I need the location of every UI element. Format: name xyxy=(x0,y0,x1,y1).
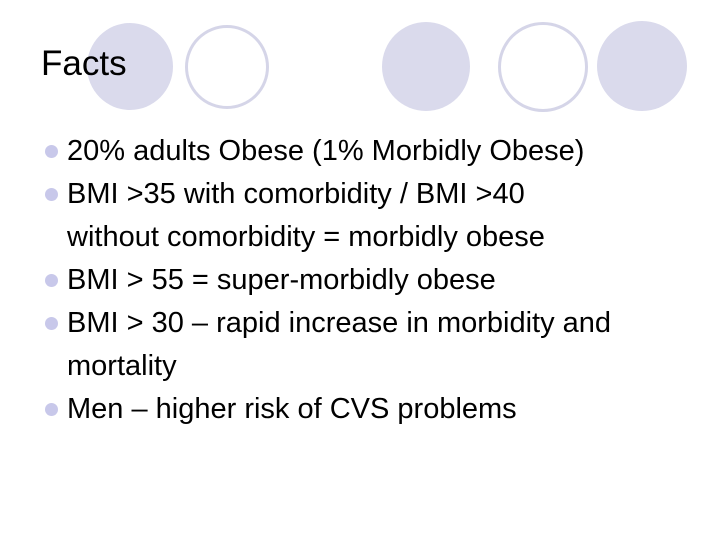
bullet-item: BMI > 30 – rapid increase in morbidity a… xyxy=(45,302,669,388)
bullet-icon xyxy=(45,317,58,330)
bullet-icon xyxy=(45,145,58,158)
decorative-circle-filled xyxy=(382,22,470,111)
bullet-list: 20% adults Obese (1% Morbidly Obese) BMI… xyxy=(45,130,669,431)
bullet-item: 20% adults Obese (1% Morbidly Obese) xyxy=(45,130,669,173)
decorative-circle-filled xyxy=(87,23,173,110)
bullet-text: Men – higher risk of CVS problems xyxy=(67,393,517,425)
bullet-icon xyxy=(45,188,58,201)
decorative-circle-outlined xyxy=(185,25,269,109)
decorative-circle-filled xyxy=(597,21,687,111)
bullet-icon xyxy=(45,403,58,416)
bullet-icon xyxy=(45,274,58,287)
bullet-text: BMI > 30 – rapid increase in morbidity a… xyxy=(67,307,612,382)
bullet-text: BMI > 55 = super-morbidly obese xyxy=(67,264,496,296)
bullet-item: Men – higher risk of CVS problems xyxy=(45,388,669,431)
slide-title: Facts xyxy=(41,44,127,83)
bullet-item: BMI > 55 = super-morbidly obese xyxy=(45,259,669,302)
bullet-text: BMI >35 with comorbidity / BMI >40 witho… xyxy=(67,178,545,253)
decorative-circle-outlined xyxy=(498,22,588,112)
bullet-text: 20% adults Obese (1% Morbidly Obese) xyxy=(67,135,585,167)
bullet-item: BMI >35 with comorbidity / BMI >40 witho… xyxy=(45,173,669,259)
